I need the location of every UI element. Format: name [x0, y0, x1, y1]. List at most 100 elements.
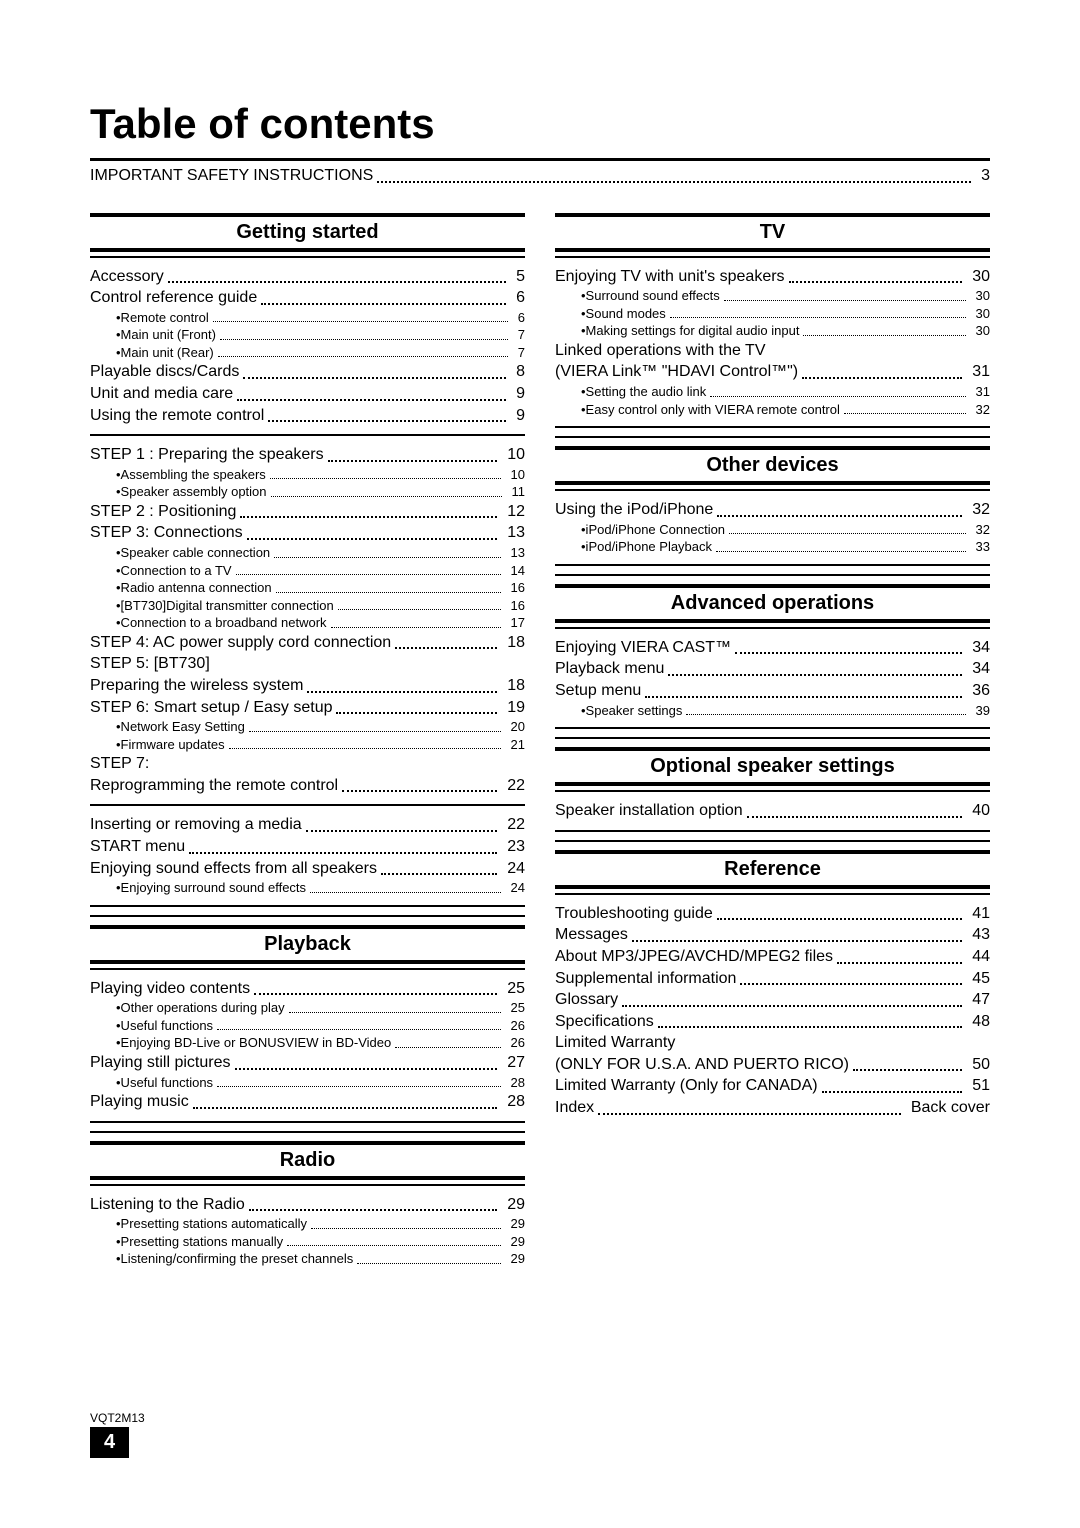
toc-entry: Using the iPod/iPhone32 [555, 499, 990, 521]
entry-label: •Main unit (Rear) [90, 344, 214, 362]
entry-page: Back cover [905, 1097, 990, 1119]
toc-entry: STEP 3: Connections13 [90, 522, 525, 544]
leader-dots [682, 702, 969, 720]
entry-page: 40 [966, 800, 990, 822]
entry-label: •Radio antenna connection [90, 579, 272, 597]
section-end [555, 727, 990, 739]
entry-label: •Connection to a TV [90, 562, 232, 580]
toc-subentry: •Presetting stations manually29 [90, 1233, 525, 1251]
toc-entry: Playing music 28 [90, 1091, 525, 1113]
entry-label: Messages [555, 924, 628, 946]
leader-dots [338, 775, 501, 797]
entry-label: Playing music [90, 1091, 189, 1113]
toc-entry: START menu23 [90, 836, 525, 858]
entry-page: 5 [510, 266, 525, 288]
leader-dots [664, 658, 966, 680]
toc-plain: Limited Warranty [555, 1032, 990, 1054]
entry-label: •iPod/iPhone Connection [555, 521, 725, 539]
toc-entry: About MP3/JPEG/AVCHD/MPEG2 files44 [555, 946, 990, 968]
entry-page: 13 [505, 544, 525, 562]
entry-label: •Enjoying surround sound effects [90, 879, 306, 897]
entry-page: 41 [966, 903, 990, 925]
entry-label: Setup menu [555, 680, 641, 702]
toc-subentry: •Remote control6 [90, 309, 525, 327]
doc-code: VQT2M13 [90, 1411, 145, 1425]
entry-page: 24 [501, 858, 525, 880]
entry-page: 33 [970, 538, 990, 556]
toc-subentry: •Surround sound effects 30 [555, 287, 990, 305]
leader-dots [628, 924, 966, 946]
leader-dots [257, 287, 510, 309]
entry-label: •Other operations during play [90, 999, 285, 1017]
toc-entry: Speaker installation option 40 [555, 800, 990, 822]
right-column: TVEnjoying TV with unit's speakers30•Sur… [555, 205, 990, 1268]
entry-page: 30 [966, 266, 990, 288]
leader-dots [332, 697, 501, 719]
entry-page: 10 [505, 466, 525, 484]
entry-page: 30 [970, 287, 990, 305]
toc-entry: Control reference guide6 [90, 287, 525, 309]
page-title: Table of contents [90, 100, 990, 148]
entry-label: •Surround sound effects [555, 287, 720, 305]
leader-dots [334, 597, 505, 615]
entry-label: STEP 6: Smart setup / Easy setup [90, 697, 332, 719]
leader-dots [185, 836, 501, 858]
toc-subentry: •iPod/iPhone Playback33 [555, 538, 990, 556]
entry-label: •[BT730]Digital transmitter connection [90, 597, 334, 615]
entry-label: •Main unit (Front) [90, 326, 216, 344]
toc-subentry: •Radio antenna connection 16 [90, 579, 525, 597]
entry-label: Playing video contents [90, 978, 250, 1000]
entry-page: 23 [501, 836, 525, 858]
section-end [555, 830, 990, 842]
toc-plain: STEP 5: [BT730] [90, 653, 525, 675]
entry-label: Speaker installation option [555, 800, 743, 822]
section-header: Reference [555, 850, 990, 895]
entry-page: 7 [512, 326, 525, 344]
entry-label: STEP 1 : Preparing the speakers [90, 444, 324, 466]
toc-subentry: •Useful functions26 [90, 1017, 525, 1035]
section-title: Reference [555, 854, 990, 885]
entry-label: STEP 4: AC power supply cord connection [90, 632, 391, 654]
entry-page: 26 [505, 1017, 525, 1035]
toc-subentry: •Connection to a broadband network17 [90, 614, 525, 632]
intro-entry: IMPORTANT SAFETY INSTRUCTIONS 3 [90, 165, 990, 187]
toc-subentry: •[BT730]Digital transmitter connection16 [90, 597, 525, 615]
leader-dots [818, 1075, 967, 1097]
entry-label: Listening to the Radio [90, 1194, 245, 1216]
entry-label: •Presetting stations manually [90, 1233, 283, 1251]
leader-dots [189, 1091, 502, 1113]
entry-page: 47 [966, 989, 990, 1011]
leader-dots [264, 405, 510, 427]
entry-label: Accessory [90, 266, 164, 288]
entry-page: 34 [966, 637, 990, 659]
leader-dots [324, 444, 502, 466]
entry-page: 26 [505, 1034, 525, 1052]
toc-entry: Using the remote control9 [90, 405, 525, 427]
section-header: Radio [90, 1141, 525, 1186]
entry-label: •Connection to a broadband network [90, 614, 327, 632]
toc-subentry: •Speaker assembly option11 [90, 483, 525, 501]
leader-dots [239, 361, 510, 383]
section-title: Optional speaker settings [555, 751, 990, 782]
section-end [555, 426, 990, 438]
toc-subentry: •Listening/confirming the preset channel… [90, 1250, 525, 1268]
toc-subentry: •Speaker settings39 [555, 702, 990, 720]
leader-dots [225, 736, 505, 754]
leader-dots [391, 1034, 504, 1052]
entry-page: 16 [505, 579, 525, 597]
leader-dots [303, 675, 501, 697]
toc-subentry: •Firmware updates21 [90, 736, 525, 754]
entry-label: Using the remote control [90, 405, 264, 427]
entry-page: 28 [501, 1091, 525, 1113]
toc-entry: Messages43 [555, 924, 990, 946]
toc-entry: Playing video contents25 [90, 978, 525, 1000]
toc-entry: Inserting or removing a media22 [90, 814, 525, 836]
toc-subentry: •Main unit (Front) 7 [90, 326, 525, 344]
entry-page: 11 [506, 483, 526, 501]
entry-label: •Useful functions [90, 1074, 213, 1092]
toc-entry: Playing still pictures27 [90, 1052, 525, 1074]
toc-entry: STEP 4: AC power supply cord connection1… [90, 632, 525, 654]
leader-dots [849, 1054, 966, 1076]
entry-label: •Presetting stations automatically [90, 1215, 307, 1233]
entry-page: 6 [510, 287, 525, 309]
